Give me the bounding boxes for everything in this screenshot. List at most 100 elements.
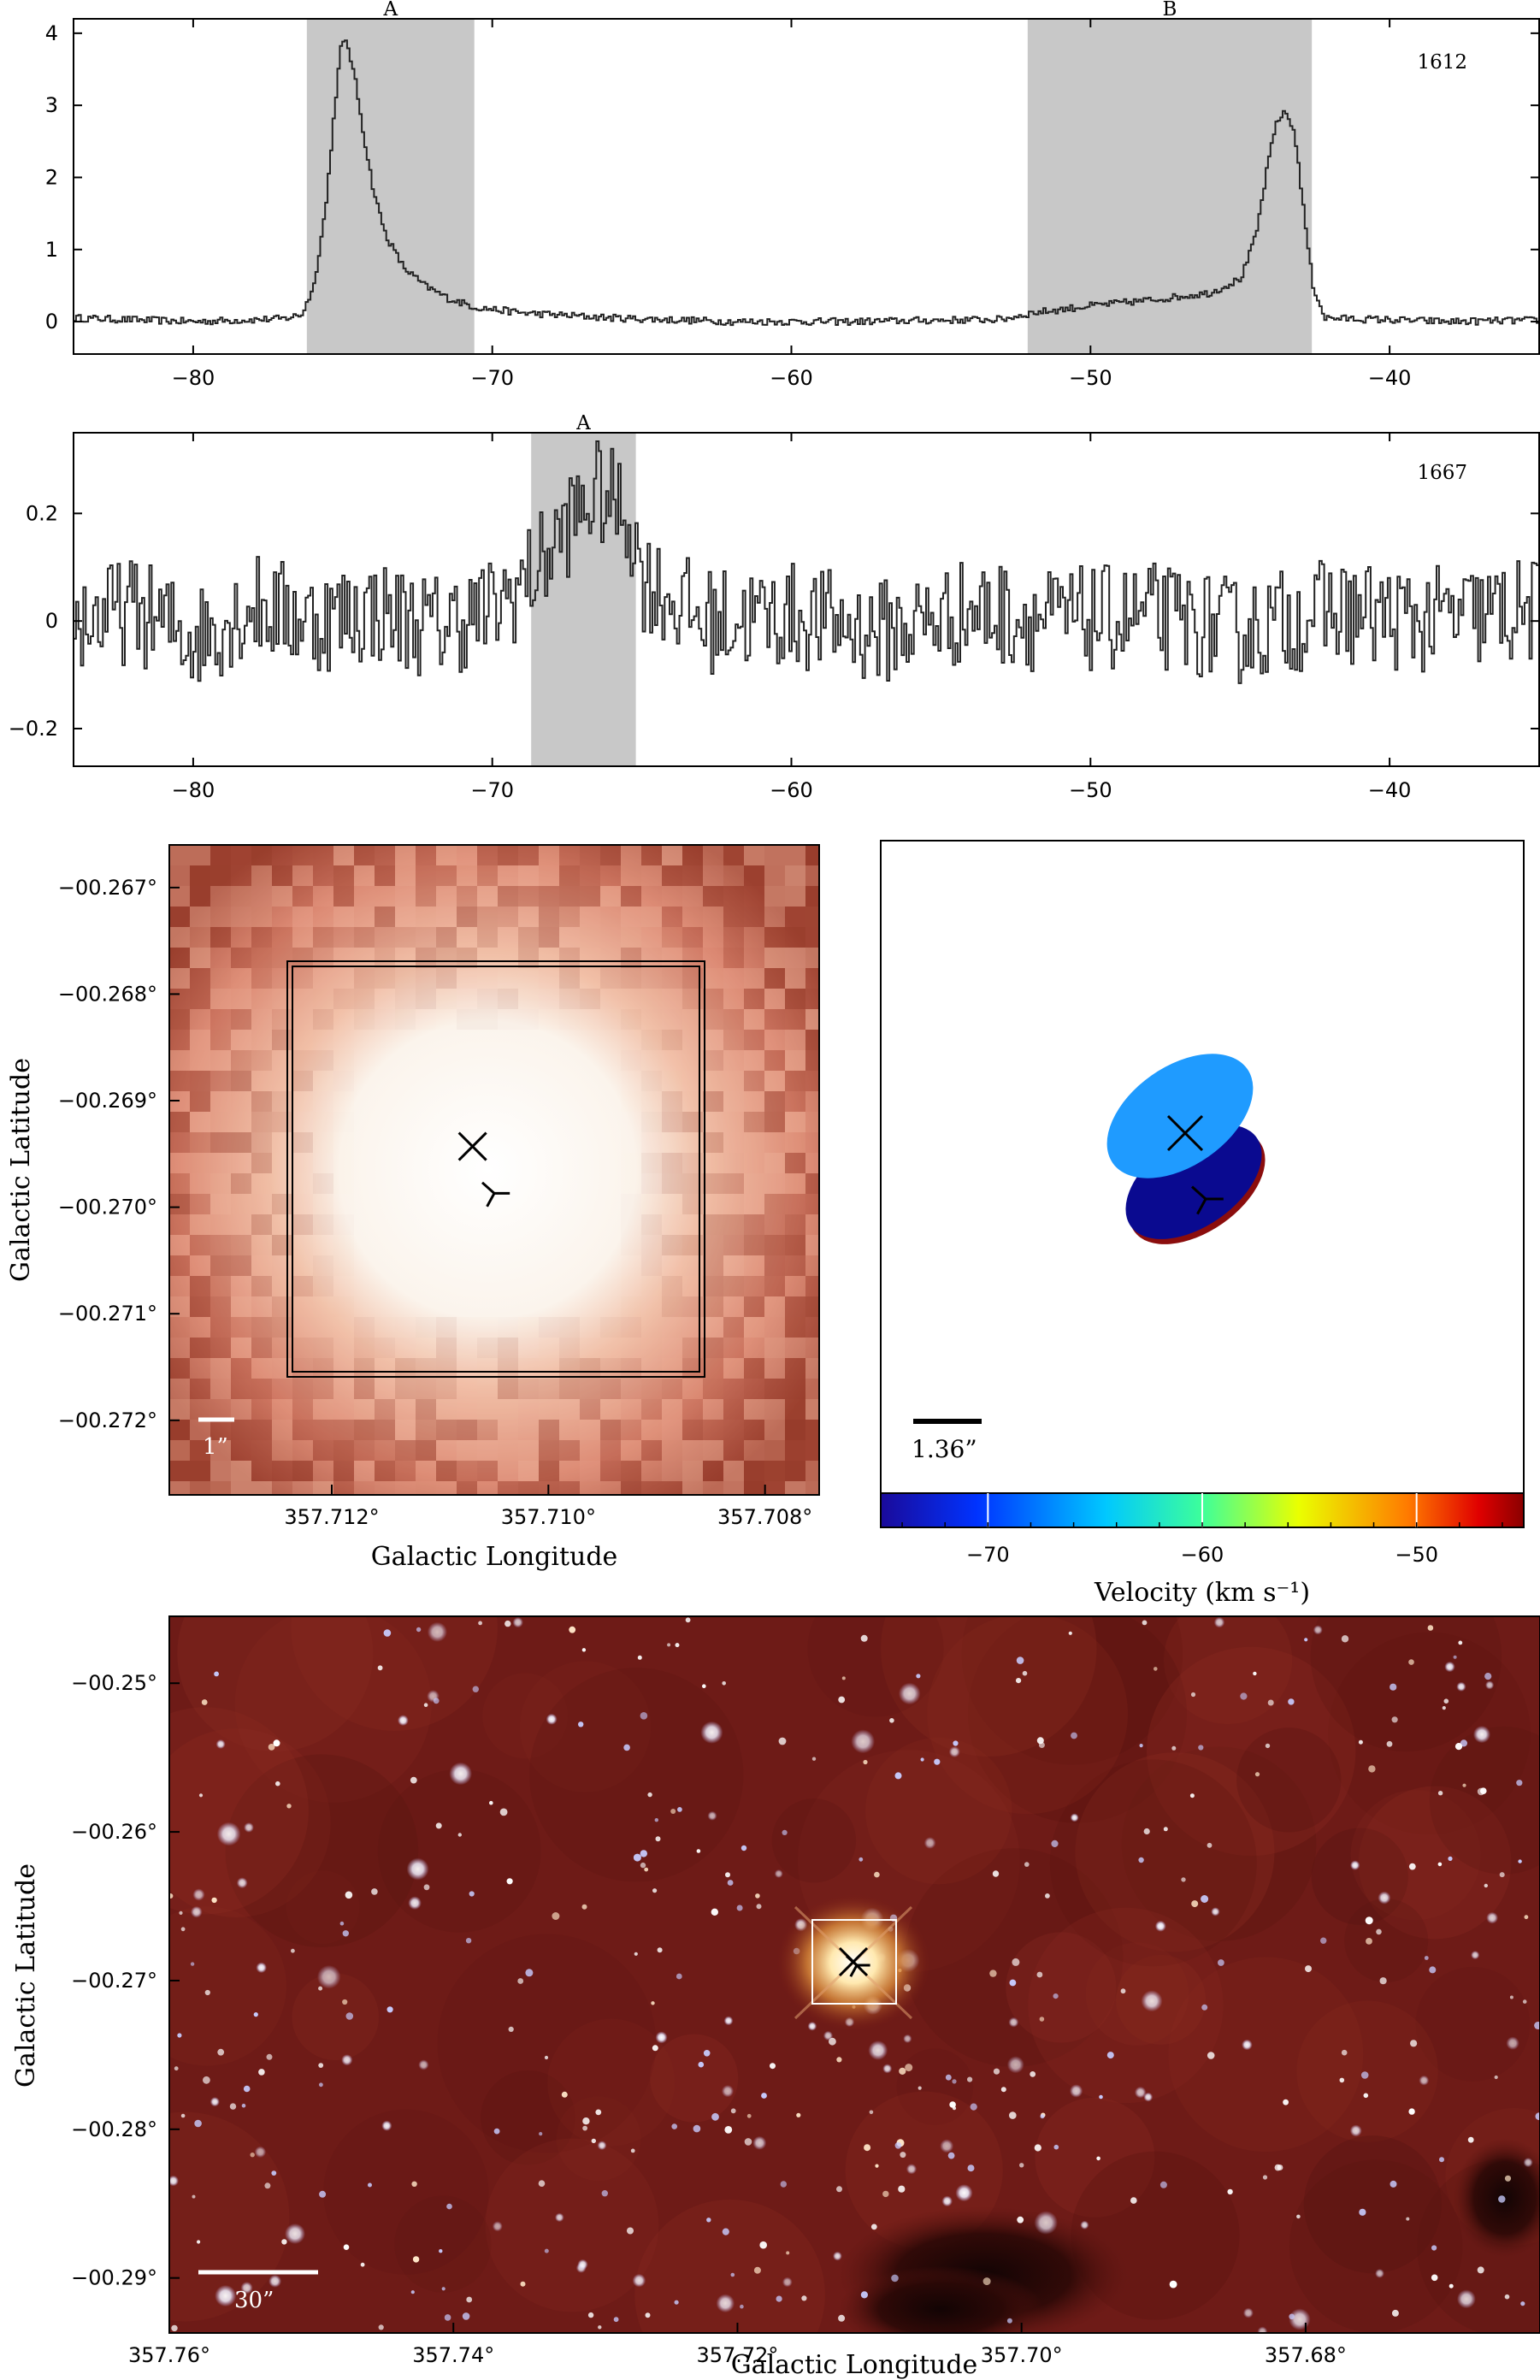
star xyxy=(1408,2108,1415,2115)
zoom-pixel xyxy=(539,1399,559,1420)
zoom-pixel xyxy=(539,1009,559,1030)
star xyxy=(752,2135,767,2150)
zoom-pixel xyxy=(703,1050,723,1071)
zoom-pixel xyxy=(354,1420,375,1440)
zoom-pixel xyxy=(539,1379,559,1399)
star xyxy=(670,1809,676,1814)
zoom-pixel xyxy=(723,948,744,968)
star xyxy=(1524,1915,1529,1920)
star xyxy=(1034,2144,1041,2152)
zoom-pixel xyxy=(744,1153,764,1173)
star xyxy=(194,2119,202,2128)
zoom-pixel xyxy=(580,865,600,886)
star xyxy=(1218,1959,1224,1966)
zoom-pixel xyxy=(518,1481,539,1495)
star xyxy=(1213,1616,1225,1628)
zoom-pixel xyxy=(395,1440,416,1461)
nebula-blob xyxy=(1328,1632,1531,1835)
zoom-pixel xyxy=(723,1091,744,1112)
zoom-pixel xyxy=(251,1112,272,1132)
zoom-pixel xyxy=(313,1255,333,1276)
zoom-pixel xyxy=(600,1420,621,1440)
zoom-pixel xyxy=(539,1296,559,1317)
nebula-blob xyxy=(1147,1646,1356,1857)
zoom-pixel xyxy=(498,865,518,886)
zoom-pixel xyxy=(682,927,703,948)
zoom-pixel xyxy=(272,1132,292,1153)
zoom-pixel xyxy=(436,886,457,907)
star xyxy=(1410,2040,1418,2047)
zoom-pixel xyxy=(210,948,231,968)
zoom-pixel xyxy=(272,948,292,968)
zoom-pixel xyxy=(744,1030,764,1050)
zoom-pixel xyxy=(518,907,539,927)
zoom-pixel xyxy=(805,1153,819,1173)
zoom-pixel xyxy=(292,1132,313,1153)
zoom-pixel xyxy=(785,865,805,886)
zoom-pixel xyxy=(580,845,600,865)
zoom-pixel xyxy=(498,907,518,927)
zoom-pixel xyxy=(723,1009,744,1030)
zoom-pixel xyxy=(292,1030,313,1050)
star xyxy=(676,1973,682,1980)
star xyxy=(191,1905,203,1918)
star xyxy=(1189,1793,1195,1798)
zoom-pixel xyxy=(251,1379,272,1399)
zoom-pixel xyxy=(518,948,539,968)
star xyxy=(1534,2022,1540,2029)
zoom-pixel xyxy=(703,907,723,927)
zoom-pixel xyxy=(785,1338,805,1358)
zoom-pixel xyxy=(395,845,416,865)
zoom-x-marker-stroke-b xyxy=(457,1131,487,1161)
zoom-pixel xyxy=(641,1214,662,1235)
zoom-pixel xyxy=(313,1399,333,1420)
zoom-pixel xyxy=(292,1317,313,1338)
zoom-pixel xyxy=(251,927,272,948)
star xyxy=(381,2120,392,2131)
nebula-blob xyxy=(291,1616,498,1731)
star xyxy=(1143,2092,1154,2102)
star xyxy=(378,2324,384,2330)
zoom-pixel xyxy=(764,1317,785,1338)
nebula-blob xyxy=(169,2111,290,2322)
zoom-pixel xyxy=(785,1255,805,1276)
star xyxy=(1443,1698,1449,1704)
zoom-pixel xyxy=(785,1461,805,1481)
star xyxy=(903,2034,912,2043)
zoom-pixel xyxy=(375,1420,395,1440)
star xyxy=(520,2281,526,2287)
star xyxy=(1257,2326,1268,2333)
zoom-pixel xyxy=(169,1276,190,1296)
zoom-pixel xyxy=(621,865,641,886)
zoom-pixel xyxy=(231,1317,251,1338)
zoom-pixel xyxy=(231,1030,251,1050)
spectrum-1667-label: 1667 xyxy=(1417,462,1467,484)
zoom-pixel xyxy=(805,1317,819,1338)
zoom-pixel xyxy=(436,968,457,989)
star xyxy=(851,1729,876,1754)
star xyxy=(1016,1678,1022,1684)
zoom-pixel xyxy=(662,1030,682,1050)
zoom-pixel xyxy=(498,1461,518,1481)
nebula-blob xyxy=(529,1668,744,1882)
star xyxy=(368,2182,372,2188)
zoom-pixel xyxy=(313,1461,333,1481)
zoom-pixel xyxy=(662,1235,682,1255)
zoom-pixel xyxy=(272,1194,292,1214)
star xyxy=(807,2022,817,2031)
star xyxy=(1134,2086,1147,2099)
zoom-y-marker xyxy=(481,1181,510,1208)
star xyxy=(198,1793,204,1798)
star xyxy=(698,2061,705,2068)
zoom-pixel xyxy=(764,1420,785,1440)
zoom-pixel xyxy=(662,1481,682,1495)
zoom-pixel xyxy=(457,1420,477,1440)
nebula-blob xyxy=(1289,2159,1463,2333)
zoom-pixel xyxy=(785,1194,805,1214)
zoom-pixel xyxy=(641,1420,662,1440)
zoom-pixel xyxy=(518,1420,539,1440)
star xyxy=(722,2228,729,2235)
zoom-pixel xyxy=(498,948,518,968)
zoom-pixel xyxy=(457,865,477,886)
wide-xlabel: Galactic Longitude xyxy=(731,2350,978,2380)
